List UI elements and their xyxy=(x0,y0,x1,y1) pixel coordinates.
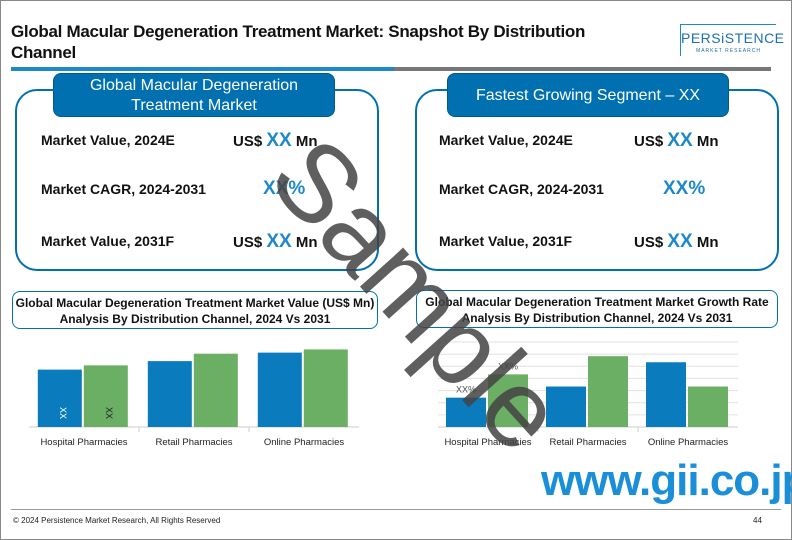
bar-2024-2 xyxy=(646,362,686,427)
right-row-value: US$ XX Mn xyxy=(634,130,719,151)
left-row-label: Market Value, 2024E xyxy=(41,132,175,148)
bar-2031-1 xyxy=(588,356,628,427)
left-row-label: Market CAGR, 2024-2031 xyxy=(41,181,206,197)
right-row-label: Market CAGR, 2024-2031 xyxy=(439,181,604,197)
right-row-label: Market Value, 2031F xyxy=(439,233,573,249)
left-row-label: Market Value, 2031F xyxy=(41,233,175,249)
right-row-value: XX% xyxy=(663,178,706,199)
bar-2031-2 xyxy=(303,349,348,427)
footer-rule xyxy=(11,509,781,510)
chart2-title: Global Macular Degeneration Treatment Ma… xyxy=(416,290,778,328)
gii-watermark: www.gii.co.jp xyxy=(541,456,792,505)
bar-2031-2 xyxy=(688,386,728,427)
bar-2024-0 xyxy=(37,369,82,427)
chart1-title: Global Macular Degeneration Treatment Ma… xyxy=(12,291,378,329)
category-label: Online Pharmacies xyxy=(264,437,345,448)
right-row-label: Market Value, 2024E xyxy=(439,132,573,148)
bar-2024-2 xyxy=(257,352,302,427)
left-row-value: XX% xyxy=(263,178,306,199)
bar-2024-1 xyxy=(147,361,192,427)
copyright: © 2024 Persistence Market Research, All … xyxy=(13,516,221,525)
page-title: Global Macular Degeneration Treatment Ma… xyxy=(11,22,586,62)
data-label: XX xyxy=(58,407,68,419)
bar-2031-1 xyxy=(193,353,238,427)
left-card-heading: Global Macular Degeneration Treatment Ma… xyxy=(53,73,335,117)
data-label: XX% xyxy=(456,385,476,395)
logo-main: PERSiSTENCE xyxy=(681,30,785,46)
data-label: XX xyxy=(104,407,114,419)
category-label: Hospital Pharmacies xyxy=(444,437,531,448)
header-rule-blue xyxy=(11,67,394,71)
bar-2024-1 xyxy=(546,386,586,427)
data-label: XX% xyxy=(498,361,518,371)
category-label: Hospital Pharmacies xyxy=(40,437,127,448)
persistence-logo: PERSiSTENCE MARKET RESEARCH xyxy=(680,24,785,56)
header-rule-gray xyxy=(394,67,771,71)
left-row-value: US$ XX Mn xyxy=(233,231,318,252)
bar-2031-0 xyxy=(488,374,528,427)
category-label: Retail Pharmacies xyxy=(155,437,232,448)
growth-bar-chart: XX% XX% Hospital Pharmacies Retail Pharmaci… xyxy=(438,341,738,448)
value-bar-chart: XX XX Hospital Pharmacies Retail Pharmacies… xyxy=(29,349,359,448)
bar-2031-0 xyxy=(83,365,128,427)
logo-sub: MARKET RESEARCH xyxy=(696,48,761,54)
page-number: 44 xyxy=(753,516,762,525)
left-row-value: US$ XX Mn xyxy=(233,130,318,151)
right-row-value: US$ XX Mn xyxy=(634,231,719,252)
category-label: Online Pharmacies xyxy=(648,437,729,448)
bar-2024-0 xyxy=(446,397,486,427)
right-card-heading: Fastest Growing Segment – XX xyxy=(447,73,729,117)
category-label: Retail Pharmacies xyxy=(549,437,626,448)
